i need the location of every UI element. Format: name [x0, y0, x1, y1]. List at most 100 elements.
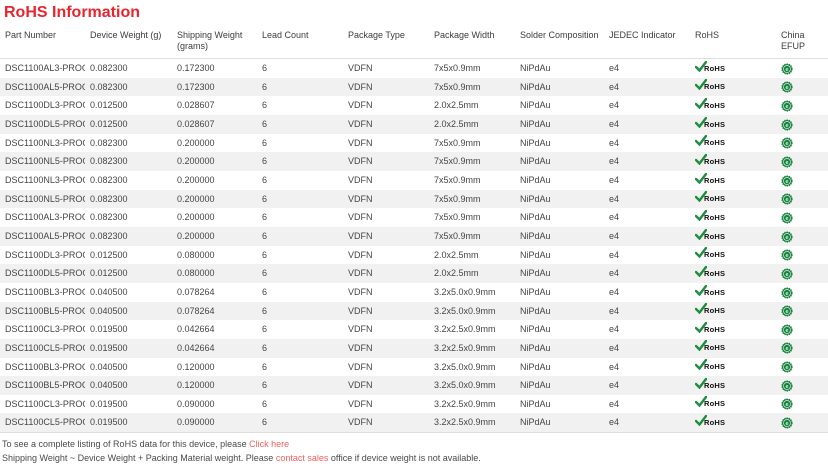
cell-rohs: RoHS: [690, 96, 776, 115]
cell-rohs: RoHS: [690, 358, 776, 377]
china-efup-icon: e: [781, 361, 793, 373]
svg-text:e: e: [785, 421, 788, 427]
cell-lead-count: 6: [262, 156, 268, 167]
cell-china-efup: e: [776, 78, 828, 97]
cell-solder-composition: NiPdAu: [520, 380, 551, 391]
cell-shipping-weight: 0.120000: [177, 361, 215, 372]
cell-shipping-weight: 0.200000: [177, 137, 215, 148]
china-efup-icon: e: [781, 137, 793, 149]
cell-jedec-indicator: e4: [609, 81, 620, 92]
rohs-icon-label: RoHS: [704, 212, 726, 222]
cell-device-weight: 0.012500: [90, 118, 128, 129]
svg-text:e: e: [785, 197, 788, 203]
rohs-check-icon: RoHS: [695, 135, 725, 148]
cell-rohs: RoHS: [690, 376, 776, 395]
cell-device-weight: 0.019500: [90, 398, 128, 409]
cell-shipping-weight: 0.200000: [177, 230, 215, 241]
cell-package-width: 3.2x2.5x0.9mm: [434, 324, 496, 335]
cell-package-width: 3.2x2.5x0.9mm: [434, 342, 496, 353]
cell-china-efup: e: [776, 96, 828, 115]
cell-part-number: DSC1100AL3-PROGT: [5, 212, 85, 223]
cell-device-weight: 0.012500: [90, 249, 128, 260]
cell-rohs: RoHS: [690, 264, 776, 283]
cell-solder-composition: NiPdAu: [520, 137, 551, 148]
click-here-link[interactable]: Click here: [249, 439, 290, 450]
cell-shipping-weight: 0.172300: [177, 63, 215, 73]
table-row: DSC1100AL5-PROGT 0.082300 0.200000 6 VDF…: [0, 226, 828, 246]
rohs-icon-label: RoHS: [704, 100, 726, 110]
china-efup-icon: e: [781, 268, 793, 280]
rohs-check-icon: RoHS: [695, 377, 725, 391]
cell-device-weight: 0.019500: [85, 413, 172, 434]
rohs-check-icon: RoHS: [695, 97, 726, 111]
cell-package-width: 2.0x2.5mm: [434, 268, 479, 279]
cell-rohs: RoHS: [690, 59, 776, 78]
cell-package-type: VDFN: [348, 249, 373, 260]
cell-package-width: 3.2x5.0x0.9mm: [434, 305, 496, 316]
cell-rohs: RoHS: [690, 171, 776, 190]
cell-jedec-indicator: e4: [609, 174, 620, 185]
cell-lead-count: 6: [262, 249, 268, 260]
cell-china-efup: e: [776, 320, 828, 339]
cell-package-width: 3.2x5.0x0.9mm: [434, 380, 496, 391]
cell-lead-count: 6: [262, 380, 268, 391]
cell-lead-count: 6: [262, 63, 268, 73]
cell-part-number: DSC1100BL5-PROGT: [5, 380, 85, 391]
cell-package-type: VDFN: [348, 230, 373, 241]
svg-text:e: e: [785, 123, 788, 129]
cell-device-weight: 0.019500: [90, 324, 128, 335]
cell-part-number: DSC1100NL5-PROG: [5, 156, 85, 167]
china-efup-icon: e: [781, 249, 793, 261]
china-efup-icon: e: [781, 212, 793, 224]
svg-text:e: e: [785, 253, 788, 259]
cell-package-width: 7x5x0.9mm: [434, 137, 481, 148]
table-row: DSC1100NL3-PROG 0.082300 0.200000 6 VDFN…: [0, 133, 828, 153]
cell-shipping-weight: 0.042664: [177, 324, 215, 335]
cell-china-efup: e: [776, 152, 828, 171]
cell-lead-count: 6: [262, 118, 268, 129]
cell-package-width: 7x5x0.9mm: [434, 174, 481, 185]
svg-text:e: e: [785, 85, 788, 91]
rohs-check-icon: RoHS: [695, 60, 725, 74]
cell-package-type: VDFN: [348, 361, 373, 372]
contact-sales-link[interactable]: contact sales: [275, 452, 329, 463]
cell-package-type: VDFN: [348, 63, 373, 73]
cell-solder-composition: NiPdAu: [520, 230, 551, 241]
cell-lead-count: 6: [262, 212, 268, 223]
cell-shipping-weight: 0.028607: [177, 100, 215, 111]
footnote-rohs-listing-text: To see a complete listing of RoHS data f…: [2, 439, 250, 450]
cell-rohs: RoHS: [690, 302, 776, 321]
rohs-icon-label: RoHS: [704, 175, 726, 185]
cell-package-width: 3.2x2.5x0.9mm: [434, 398, 496, 409]
col-header-device-weight: Device Weight (g): [85, 28, 172, 59]
rohs-check-icon: RoHS: [695, 340, 725, 353]
rohs-icon-label: RoHS: [704, 287, 726, 297]
cell-lead-count: 6: [257, 413, 343, 434]
cell-device-weight: 0.019500: [90, 342, 128, 353]
table-row: DSC1100NL5-PROG 0.082300 0.200000 6 VDFN…: [0, 152, 828, 171]
china-efup-icon: e: [781, 324, 793, 336]
table-row: DSC1100CL5-PROGT 0.019500 0.090000 6 VDF…: [0, 413, 828, 434]
table-row: DSC1100AL3-PROG 0.082300 0.172300 6 VDFN…: [0, 58, 828, 78]
china-efup-icon: e: [781, 380, 793, 392]
china-efup-icon: e: [781, 174, 793, 187]
svg-text:e: e: [785, 67, 788, 73]
cell-part-number: DSC1100DL5-PROG: [5, 118, 85, 129]
rohs-icon-label: RoHS: [704, 82, 726, 92]
cell-rohs: RoHS: [690, 395, 776, 414]
table-row: DSC1100BL5-PROG 0.040500 0.078264 6 VDFN…: [0, 301, 828, 321]
cell-package-type: VDFN: [348, 324, 373, 335]
cell-package-type: VDFN: [348, 286, 373, 297]
rohs-check-icon: RoHS: [695, 247, 725, 260]
cell-package-type: VDFN: [348, 100, 373, 111]
cell-jedec-indicator: e4: [609, 361, 620, 372]
svg-text:e: e: [785, 309, 788, 315]
table-row: DSC1100DL5-PROG 0.012500 0.028607 6 VDFN…: [0, 114, 828, 134]
cell-lead-count: 6: [262, 286, 268, 297]
cell-device-weight: 0.082300: [90, 156, 128, 167]
cell-part-number: DSC1100BL5-PROG: [5, 305, 85, 316]
table-row: DSC1100CL5-PROG 0.019500 0.042664 6 VDFN…: [0, 338, 828, 358]
china-efup-icon: e: [781, 81, 793, 93]
cell-package-width: 7x5x0.9mm: [434, 212, 481, 223]
cell-package-type: VDFN: [348, 305, 373, 316]
